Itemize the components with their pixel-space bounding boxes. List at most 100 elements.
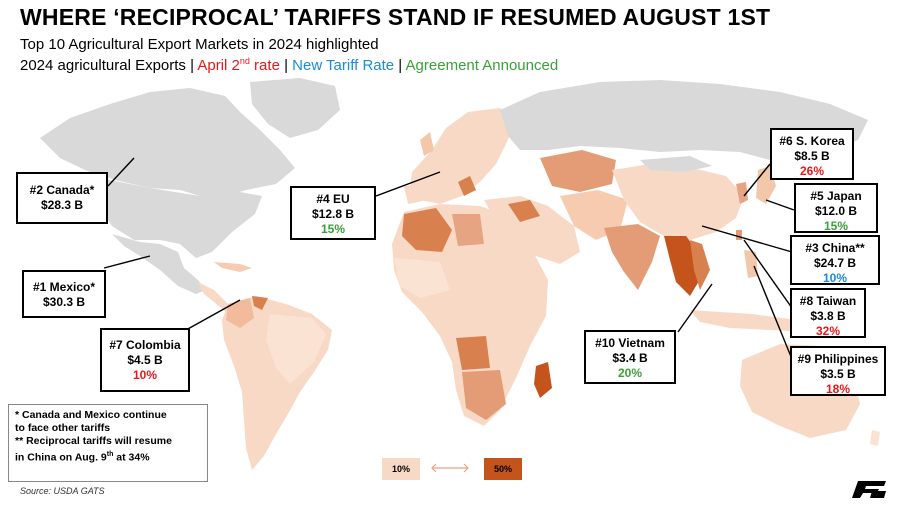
legend-agreement: Agreement Announced: [405, 57, 559, 74]
market-value: $3.5 B: [820, 367, 856, 381]
legend-april-rate: April 2nd rate: [197, 56, 280, 74]
west-africa: [394, 258, 450, 298]
source-note: Source: USDA GATS: [20, 486, 105, 496]
market-name: #1 Mexico*: [32, 280, 96, 294]
south-america: [222, 296, 332, 470]
legend-separator: |: [394, 57, 406, 74]
angola: [456, 336, 490, 370]
mexico-region: [112, 234, 206, 294]
asia: [484, 150, 838, 334]
europe-body: [410, 108, 516, 204]
market-value: $4.5 B: [127, 353, 163, 367]
leader-china: [701, 225, 793, 253]
scale-low-label: 10%: [391, 464, 410, 474]
market-value: $3.8 B: [810, 309, 846, 323]
legend-april-suffix: rate: [249, 57, 280, 74]
taiwan: [736, 230, 742, 240]
leader-taiwan: [743, 239, 793, 309]
greenland: [250, 78, 340, 138]
callout-philippines: #9 Philippines $3.5 B 18%: [790, 346, 886, 396]
balkans: [458, 176, 476, 196]
market-rate: 10%: [132, 368, 158, 382]
callout-colombia: #7 Colombia $4.5 B 10%: [100, 328, 190, 392]
leader-mexico: [103, 255, 151, 269]
vietnam: [690, 240, 710, 290]
market-value: $8.5 B: [794, 149, 830, 163]
legend-april-prefix: April 2: [197, 57, 240, 74]
callout-japan: #5 Japan $12.0 B 15%: [794, 183, 878, 233]
footnote-prefix: in China on Aug. 9: [15, 451, 107, 464]
leader-vietnam: [677, 283, 713, 333]
footnote-sup: th: [106, 451, 114, 458]
indonesia: [690, 310, 810, 332]
footnote-box: * Canada and Mexico continue to face oth…: [8, 404, 208, 482]
legend-separator: |: [279, 57, 293, 74]
canada-region: [40, 88, 295, 198]
legend-new-rate: New Tariff Rate: [292, 57, 395, 74]
scale-arrow: [431, 463, 469, 473]
usa-region: [85, 175, 262, 258]
kazakhstan: [540, 150, 616, 192]
legend-exports: 2024 agricultural Exports: [20, 57, 186, 74]
legend-separator: |: [185, 57, 198, 74]
market-name: #5 Japan: [810, 189, 862, 203]
callout-eu: #4 EU $12.8 B 15%: [290, 186, 376, 240]
legend-april-sup: nd: [239, 56, 250, 66]
libya: [452, 214, 484, 246]
market-name: #9 Philippines: [797, 352, 879, 366]
market-value: $24.7 B: [813, 256, 857, 270]
callout-vietnam: #10 Vietnam $3.4 B 20%: [584, 330, 676, 384]
market-rate: 15%: [823, 219, 849, 233]
footnote-line: * Canada and Mexico continue: [15, 409, 167, 421]
market-name: #8 Taiwan: [799, 294, 857, 308]
southern-africa: [462, 370, 506, 420]
footnote-line: to face other tariffs: [15, 422, 111, 434]
leader-philippines: [753, 265, 795, 365]
market-value: $12.0 B: [814, 204, 858, 218]
new-zealand: [870, 430, 880, 446]
brazil-east: [266, 314, 326, 384]
scale-high: 50%: [484, 458, 522, 480]
scale-low: 10%: [382, 458, 420, 480]
korea: [736, 182, 748, 204]
leader-eu: [375, 171, 441, 197]
venezuela: [252, 296, 268, 310]
market-rate: 20%: [617, 366, 643, 380]
footnote-line: in China on Aug. 9th at 34%: [15, 448, 201, 465]
uk: [420, 132, 434, 156]
india: [604, 224, 660, 290]
scale-high-label: 50%: [493, 464, 512, 474]
market-name: #6 S. Korea: [779, 134, 845, 148]
market-rate: 18%: [825, 382, 851, 396]
market-name: #10 Vietnam: [595, 336, 665, 350]
market-value: $3.4 B: [612, 351, 648, 365]
footnote-line: ** Reciprocal tariffs will resume: [15, 435, 172, 447]
callout-china: #3 China** $24.7 B 10%: [790, 235, 880, 285]
footnote-suffix: at 34%: [113, 451, 150, 464]
market-rate: 26%: [799, 164, 825, 178]
philippines: [744, 250, 758, 278]
market-value: $30.3 B: [42, 295, 86, 309]
leader-canada: [107, 157, 135, 187]
page-title: WHERE ‘RECIPROCAL’ TARIFFS STAND IF RESU…: [20, 4, 771, 30]
callout-south-korea: #6 S. Korea $8.5 B 26%: [770, 128, 854, 180]
page-subtitle: Top 10 Agricultural Export Markets in 20…: [20, 36, 379, 53]
china: [612, 164, 744, 240]
market-rate: 32%: [815, 324, 841, 338]
market-name: #7 Colombia: [109, 338, 181, 352]
callout-canada: #2 Canada* $28.3 B: [16, 172, 108, 224]
market-name: #4 EU: [316, 192, 350, 206]
market-rate: 10%: [822, 271, 848, 285]
leader-japan: [765, 199, 795, 211]
iberia: [404, 184, 428, 204]
color-legend: 2024 agricultural Exports | April 2nd ra…: [20, 56, 558, 74]
market-rate: 15%: [320, 222, 346, 236]
market-value: $28.3 B: [40, 198, 84, 212]
caribbean: [214, 262, 252, 272]
market-name: #3 China**: [805, 241, 865, 255]
colombia: [226, 298, 254, 328]
leader-korea: [743, 163, 771, 197]
syria-iraq: [508, 200, 540, 222]
